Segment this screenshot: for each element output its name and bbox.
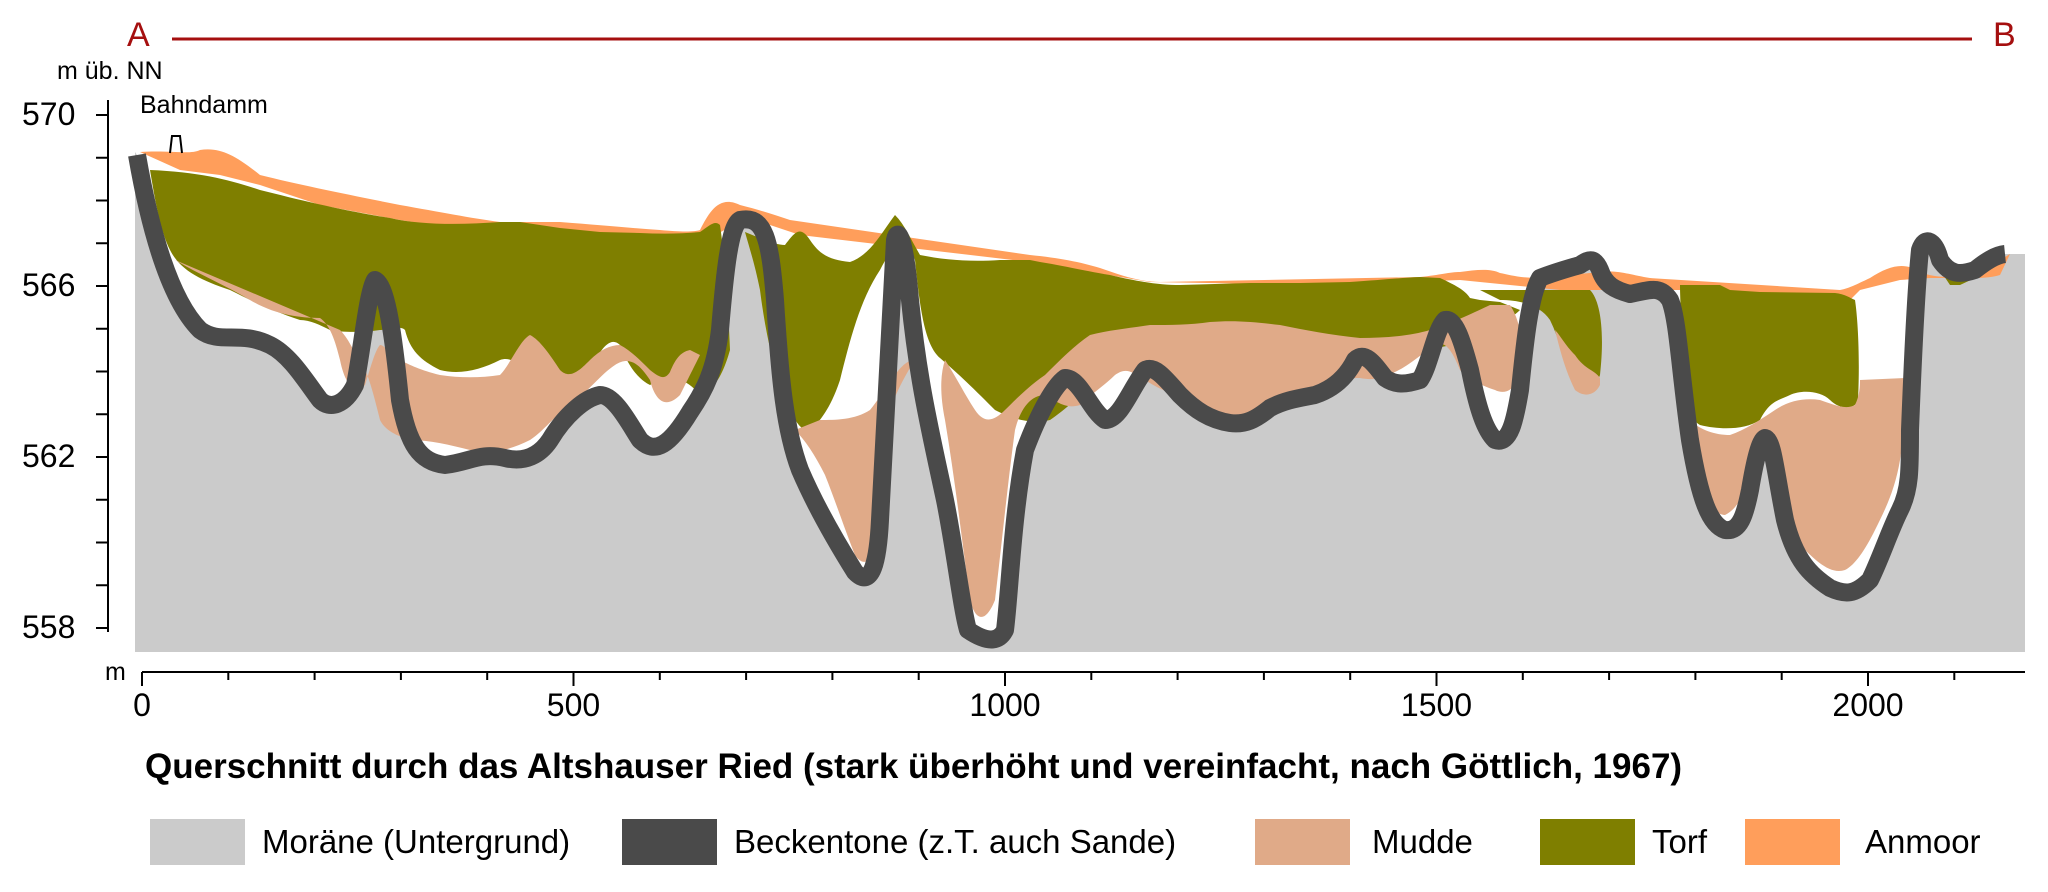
x-tick-label: 0 <box>133 687 151 723</box>
x-tick-label: 1000 <box>969 687 1041 723</box>
y-tick-label: 558 <box>22 609 76 645</box>
legend-swatch <box>622 819 717 865</box>
x-axis-unit-label: m <box>105 658 126 686</box>
legend-label: Moräne (Untergrund) <box>262 823 571 860</box>
layer-beckentone <box>128 153 2007 649</box>
x-tick-label: 2000 <box>1832 687 1904 723</box>
legend-item-beckentone: Beckentone (z.T. auch Sande) <box>622 818 1176 866</box>
legend-swatch <box>1745 819 1840 865</box>
y-axis <box>96 100 109 632</box>
x-tick-label: 500 <box>546 687 601 723</box>
legend-item-moraene: Moräne (Untergrund) <box>150 818 570 866</box>
layer-torf <box>150 170 1975 432</box>
legend-label: Beckentone (z.T. auch Sande) <box>734 823 1177 860</box>
legend-label: Mudde <box>1372 823 1473 860</box>
bahndamm-marker <box>169 135 183 154</box>
legend-label: Anmoor <box>1865 823 1981 860</box>
y-tick-label: 562 <box>22 438 76 474</box>
x-axis <box>141 671 2025 686</box>
legend-swatch <box>1540 819 1635 865</box>
legend-label: Torf <box>1652 823 1708 860</box>
y-tick-label: 566 <box>22 267 76 303</box>
legend-swatch <box>150 819 245 865</box>
legend-item-anmoor: Anmoor <box>1745 818 1981 866</box>
profile-end-label: B <box>1993 16 2016 54</box>
legend-swatch <box>1255 819 1350 865</box>
figure-caption: Querschnitt durch das Altshauser Ried (s… <box>145 747 1683 786</box>
legend-item-torf: Torf <box>1540 818 1707 866</box>
legend-item-mudde: Mudde <box>1255 818 1473 866</box>
y-tick-label: 570 <box>22 96 76 132</box>
y-axis-unit-label: m üb. NN <box>57 57 163 85</box>
x-tick-label: 1500 <box>1400 687 1473 723</box>
profile-start-label: A <box>127 16 150 54</box>
bahndamm-label: Bahndamm <box>140 91 268 119</box>
